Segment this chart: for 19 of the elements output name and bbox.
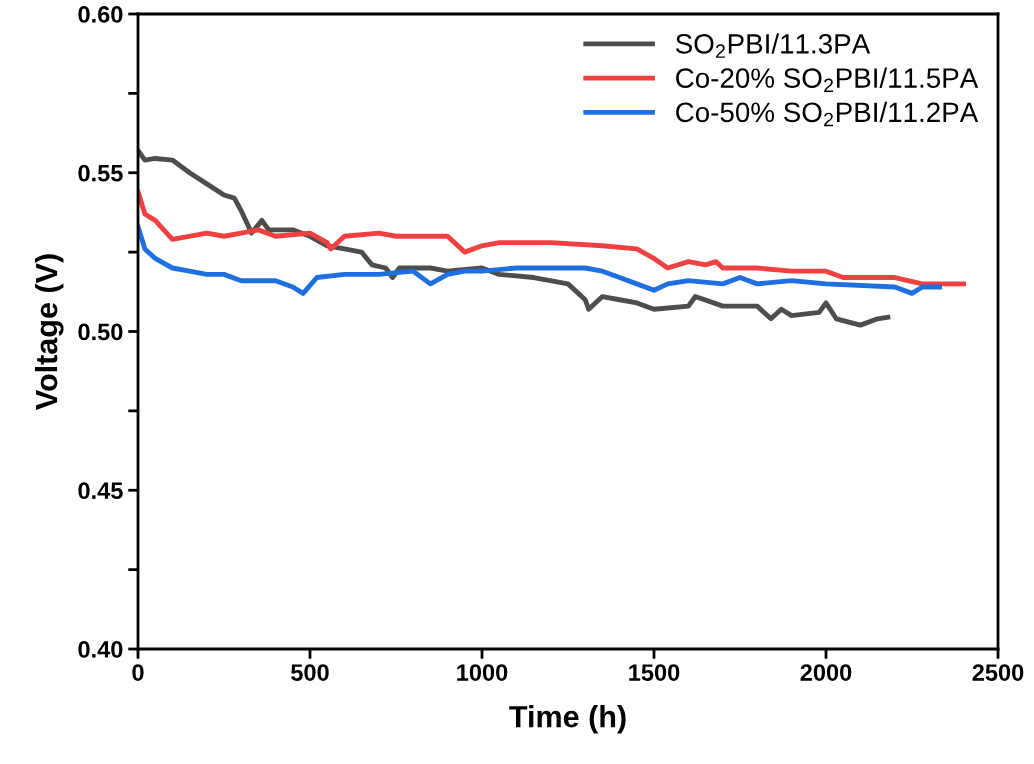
legend-label: SO$_{2}$PBI/11.3PA (675, 33, 871, 58)
x-tick-label: 2500 (972, 664, 1024, 681)
x-tick-label: 1000 (457, 664, 508, 681)
x-axis-title: Time (h) (509, 705, 626, 734)
y-tick-label: 0.55 (78, 164, 123, 182)
x-tick-label: 2000 (800, 664, 852, 681)
y-axis-title: Voltage (V) (34, 254, 64, 410)
line-series (138, 148, 891, 328)
y-tick-label: 0.45 (78, 482, 123, 500)
y-tick-label: 0.40 (78, 641, 123, 658)
x-tick-label: 0 (132, 664, 144, 681)
y-tick-label: 0.60 (78, 6, 123, 23)
line-series (138, 189, 967, 287)
x-tick-label: 500 (291, 664, 329, 681)
line-series (138, 224, 942, 296)
x-tick-label: 1500 (629, 664, 680, 681)
y-tick-label: 0.50 (78, 323, 123, 341)
legend-label: Co-50% SO$_{2}$PBI/11.2PA (676, 101, 979, 127)
legend-label: Co-20% SO$_{2}$PBI/11.5PA (676, 67, 979, 93)
